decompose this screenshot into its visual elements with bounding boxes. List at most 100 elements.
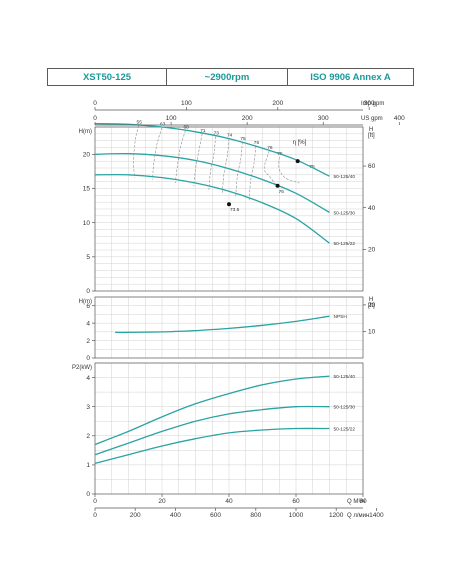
right-axis-unit: [ft] — [368, 133, 375, 139]
duty-point — [227, 202, 231, 207]
curve-50-125-30 — [94, 405, 330, 456]
flow-axis-tick-label: 400 — [394, 115, 405, 122]
panel-p2: 0 1 2 3 4 P2(kW) 50-125/40 50-125/30 50-125/22 — [72, 362, 364, 498]
flow-axis-tick-label: 60 — [292, 498, 300, 505]
panel-npsh: 0 2 4 6H(m) H[ft] 10 20 NPSH — [79, 296, 376, 362]
standard-label: ISO 9906 Annex A — [287, 69, 413, 85]
curve-npsh — [115, 315, 330, 333]
model-label: XST50-125 — [82, 71, 132, 83]
efficiency-line — [235, 141, 243, 197]
efficiency-value: 68 — [183, 124, 189, 130]
flow-axis-tick-label: 600 — [210, 512, 221, 519]
efficiency-value: 71 — [200, 128, 206, 134]
y-tick-label: 10 — [83, 220, 91, 227]
flow-axis-tick-label: 300 — [364, 100, 375, 107]
flow-axis-tick-label: 80 — [359, 498, 367, 505]
y-tick-label: 5 — [86, 254, 90, 261]
flow-axis-tick-label: 0 — [93, 115, 97, 122]
title-bar: XST50-125 ~2900rpm ISO 9906 Annex A — [47, 68, 414, 86]
flow-axis-tick-label: 100 — [166, 115, 177, 122]
ft-tick-label: 40 — [368, 205, 376, 212]
curve-50-125-22 — [94, 427, 330, 465]
efficiency-value: 73 — [214, 131, 220, 137]
curve-label: 50-125/30 — [334, 210, 356, 216]
right-axis-label: H — [369, 127, 373, 133]
efficiency-line — [175, 130, 186, 184]
y-tick-label: 4 — [86, 375, 90, 382]
flow-axis-tick-label: 20 — [158, 498, 166, 505]
flow-axis-tick-label: 40 — [225, 498, 233, 505]
efficiency-value: 76 — [267, 145, 273, 151]
efficiency-value: 55 — [137, 120, 143, 126]
flow-axis-tick-label: 200 — [242, 115, 253, 122]
flow-axis-tick-label: 1400 — [369, 512, 384, 519]
y-axis-label: P2(kW) — [72, 365, 92, 371]
y-axis-label: H(m) — [79, 129, 92, 135]
y-tick-label: 1 — [86, 462, 90, 469]
flow-axis-tick-label: 1000 — [289, 512, 304, 519]
panel-frame — [94, 296, 364, 359]
y-tick-label: 6 — [86, 303, 90, 310]
flow-axis-unit: US gpm — [361, 116, 383, 122]
efficiency-line — [208, 136, 216, 190]
efficiency-line — [263, 150, 277, 185]
flow-axis-unit: Imp gpm — [361, 101, 384, 107]
flow-axis-tick-label: 200 — [130, 512, 141, 519]
y-tick-label: 3 — [86, 404, 90, 411]
curve-50-125-22 — [94, 173, 330, 244]
flow-axis-tick-label: 300 — [318, 115, 329, 122]
flow-axis-unit: Q л/мин — [347, 513, 369, 519]
flow-axis-tick-label: 0 — [93, 498, 97, 505]
efficiency-line — [278, 157, 300, 184]
efficiency-line — [248, 146, 257, 201]
flow-axis-tick-label: 1200 — [329, 512, 344, 519]
curve-label: NPSH — [334, 314, 348, 320]
efficiency-line — [193, 133, 203, 187]
curve-label: 50-125/40 — [334, 374, 356, 380]
efficiency-value: 75 — [240, 136, 246, 142]
flow-axis-tick-label: 0 — [93, 100, 97, 107]
y-tick-label: 0 — [86, 288, 90, 295]
duty-point — [295, 159, 300, 164]
flow-axis-unit: Q M³/ч — [347, 499, 365, 505]
flow-axis-tick-label: 100 — [181, 100, 192, 107]
flow-axis-tick-label: 200 — [272, 100, 283, 107]
flow-axis-tick-label: 0 — [93, 512, 97, 519]
speed-label: ~2900rpm — [166, 69, 287, 85]
curve-50-125-40 — [94, 122, 330, 177]
ft-tick-label: 20 — [368, 302, 376, 309]
duty-point-label: 73.5 — [230, 207, 240, 213]
duty-point-label: 76 — [279, 189, 285, 195]
efficiency-value: 74 — [227, 133, 233, 139]
y-tick-label: 2 — [86, 433, 90, 440]
curve-label: 50-125/30 — [334, 405, 356, 411]
flow-axis-tick-label: 800 — [250, 512, 261, 519]
y-tick-label: 0 — [86, 491, 90, 498]
right-axis-label: H — [369, 297, 373, 303]
curve-label: 50-125/40 — [334, 174, 356, 180]
ft-tick-label: 20 — [368, 247, 376, 254]
duty-point — [275, 183, 280, 188]
y-tick-label: 20 — [83, 152, 91, 159]
curve-50-125-40 — [94, 375, 330, 446]
y-tick-label: 2 — [86, 338, 90, 345]
ft-tick-label: 60 — [368, 163, 376, 170]
flow-axis-tick-label: 400 — [170, 512, 181, 519]
efficiency-line — [222, 138, 230, 194]
curve-label: 50-125/22 — [334, 427, 356, 433]
panel-frame — [94, 126, 364, 292]
curve-50-125-30 — [94, 152, 330, 213]
right-axis-unit: [ft] — [368, 303, 375, 309]
ft-tick-label: 10 — [368, 329, 376, 336]
curve-label: 50-125/22 — [334, 241, 356, 247]
efficiency-value: 76 — [254, 140, 260, 146]
efficiency-line — [133, 125, 139, 178]
y-tick-label: 0 — [86, 355, 90, 362]
y-tick-label: 4 — [86, 320, 90, 327]
y-tick-label: 15 — [83, 186, 91, 193]
efficiency-line — [152, 127, 163, 180]
efficiency-title: η [%] — [293, 140, 307, 146]
y-axis-label: H(m) — [79, 299, 92, 305]
